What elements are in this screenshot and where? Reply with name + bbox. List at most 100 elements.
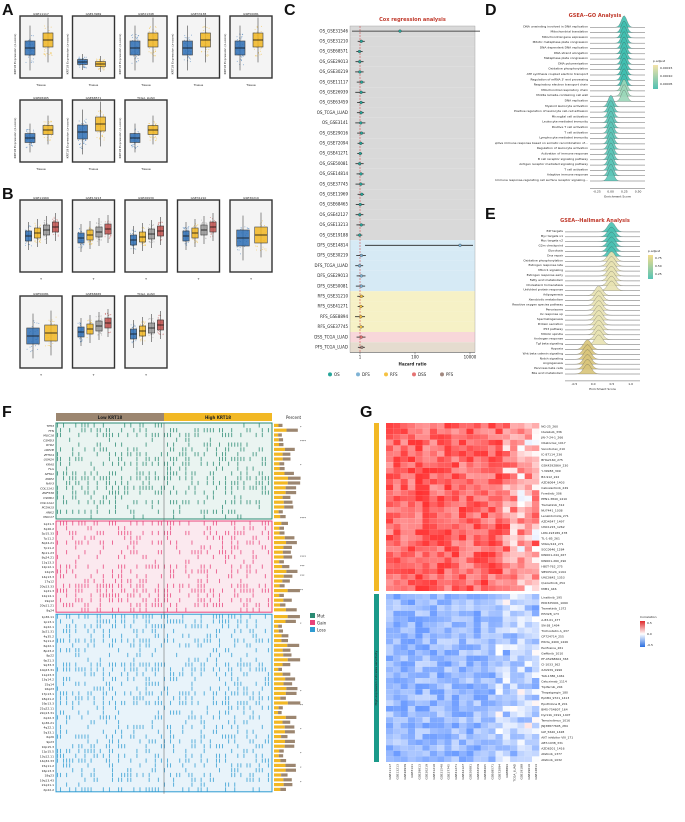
alteration — [182, 619, 184, 624]
point — [158, 332, 160, 334]
alteration — [197, 787, 199, 792]
alteration — [130, 602, 132, 608]
heatmap-cell — [393, 585, 401, 591]
x-axis-label: T — [197, 277, 200, 281]
alteration — [185, 624, 187, 629]
alteration — [60, 619, 61, 624]
alteration — [57, 485, 58, 490]
ridge — [590, 95, 645, 107]
alteration — [157, 777, 159, 782]
heatmap-cell — [510, 439, 518, 446]
point — [238, 249, 240, 251]
heatmap-cell — [517, 599, 525, 606]
point — [96, 222, 98, 224]
alteration — [139, 423, 141, 428]
alteration — [225, 691, 227, 696]
alteration — [258, 715, 260, 720]
alteration — [108, 662, 110, 667]
heatmap-cell — [451, 655, 459, 662]
heatmap-cell — [451, 633, 459, 639]
alteration — [121, 550, 123, 555]
alteration — [57, 715, 58, 720]
alteration — [127, 432, 129, 438]
y-axis-label: KRT18 Expression (z-score) — [223, 34, 227, 75]
heatmap-cell — [451, 451, 459, 457]
alteration — [188, 432, 190, 438]
heatmap-cell — [429, 599, 438, 606]
alteration — [112, 607, 113, 612]
alteration — [258, 787, 260, 792]
alteration — [121, 456, 123, 462]
plot-title: TCGA_LUAD — [136, 292, 155, 296]
heatmap-cell — [393, 568, 401, 575]
row-label: OS_GSE26939 — [319, 90, 348, 95]
alteration — [173, 676, 175, 682]
heatmap-cell — [415, 445, 423, 451]
alteration — [105, 593, 107, 598]
hr-point — [359, 90, 363, 94]
heatmap-cell — [488, 644, 496, 650]
alteration — [87, 500, 89, 505]
term-label: Protein secretion — [538, 322, 563, 326]
heatmap-cell — [393, 655, 401, 662]
alteration — [99, 686, 101, 691]
drug-label: JW-7-24-1_266 — [540, 436, 563, 440]
point — [104, 221, 106, 223]
heatmap-cell — [415, 655, 423, 662]
heatmap-cell — [386, 655, 394, 662]
significance-star: **** — [300, 516, 307, 520]
alteration — [154, 476, 156, 481]
alteration — [145, 476, 147, 481]
alteration — [75, 696, 77, 701]
percent-bar-high — [274, 658, 288, 662]
alteration — [222, 588, 223, 593]
point — [158, 331, 160, 333]
heatmap-cell — [495, 546, 503, 552]
heatmap-cell — [451, 574, 459, 580]
alteration — [170, 574, 172, 579]
heatmap-cell — [459, 462, 467, 468]
x-axis-label: T — [39, 373, 42, 377]
alteration — [160, 643, 162, 648]
alteration — [121, 744, 123, 749]
alteration — [219, 643, 220, 648]
heatmap-cell — [502, 622, 511, 628]
point — [90, 244, 92, 246]
alteration — [81, 583, 83, 588]
point — [197, 224, 199, 226]
heatmap-cell — [459, 467, 467, 474]
alteration — [142, 578, 144, 584]
percent-bar-high — [274, 515, 281, 519]
heatmap-cell — [524, 579, 532, 586]
alteration — [176, 772, 178, 778]
heatmap-cell — [510, 507, 518, 513]
point — [110, 314, 112, 316]
point — [254, 29, 256, 31]
alteration — [209, 772, 211, 778]
alteration — [157, 602, 159, 608]
hr-point — [398, 29, 402, 33]
alteration — [246, 428, 248, 433]
point — [36, 322, 38, 324]
alteration — [139, 490, 141, 495]
alteration — [118, 485, 120, 490]
heatmap-cell — [429, 479, 438, 485]
alteration — [203, 598, 205, 603]
row-band — [350, 117, 475, 128]
alteration — [78, 614, 80, 619]
heatmap-cell — [488, 546, 496, 552]
term-label: Mitotic metaphase plate congression — [533, 40, 588, 44]
alteration — [225, 550, 227, 555]
heatmap-cell — [473, 495, 481, 502]
point — [190, 34, 192, 36]
alteration — [203, 442, 205, 447]
point — [253, 48, 255, 50]
alteration — [261, 686, 263, 691]
alteration — [179, 700, 181, 706]
percent-bar-low — [287, 476, 301, 480]
point — [161, 238, 163, 240]
alteration — [121, 588, 123, 593]
heatmap-cell — [444, 568, 452, 575]
point — [151, 241, 153, 243]
alteration — [246, 734, 248, 739]
